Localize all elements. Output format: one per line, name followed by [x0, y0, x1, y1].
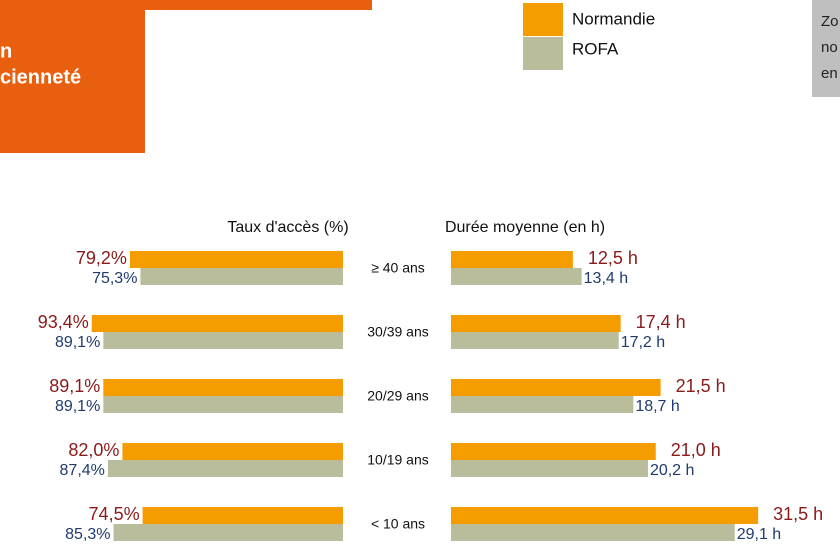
- value-label: 89,1%: [55, 398, 100, 415]
- bar: [451, 396, 634, 413]
- bar: [140, 268, 343, 285]
- value-label: 89,1%: [49, 376, 100, 396]
- note-line: en: [821, 65, 838, 82]
- legend-label: ROFA: [572, 39, 619, 58]
- title-line: cienneté: [0, 66, 81, 88]
- bar: [107, 460, 343, 477]
- value-label: 79,2%: [76, 248, 127, 268]
- category-label: 10/19 ans: [367, 452, 429, 468]
- bar: [122, 443, 343, 460]
- bar: [103, 332, 343, 349]
- bar: [451, 332, 619, 349]
- value-label: 74,5%: [89, 504, 140, 524]
- value-label: 20,2 h: [650, 462, 694, 479]
- category-label: ≥ 40 ans: [371, 260, 425, 276]
- legend-swatch: [523, 3, 563, 36]
- value-label: 21,0 h: [671, 440, 721, 460]
- bar: [103, 379, 343, 396]
- value-label: 85,3%: [65, 526, 110, 543]
- bar: [451, 524, 735, 541]
- value-label: 87,4%: [60, 462, 105, 479]
- note-box: [812, 0, 840, 97]
- note-line: no: [821, 39, 838, 56]
- title-line: n: [0, 40, 12, 62]
- bar: [451, 251, 573, 268]
- note-line: Zo: [821, 13, 839, 30]
- bar: [451, 315, 621, 332]
- value-label: 17,4 h: [636, 312, 686, 332]
- value-label: 75,3%: [92, 270, 137, 287]
- bar: [142, 507, 343, 524]
- bar: [451, 268, 582, 285]
- value-label: 29,1 h: [737, 526, 781, 543]
- chart-title: Durée moyenne (en h): [445, 219, 605, 236]
- value-label: 89,1%: [55, 334, 100, 351]
- bar: [451, 443, 656, 460]
- value-label: 13,4 h: [584, 270, 628, 287]
- bar: [129, 251, 343, 268]
- bar: [91, 315, 343, 332]
- chart-title: Taux d'accès (%): [227, 219, 348, 236]
- title-rule: [145, 0, 372, 10]
- value-label: 31,5 h: [773, 504, 823, 524]
- category-label: < 10 ans: [371, 516, 425, 532]
- value-label: 21,5 h: [676, 376, 726, 396]
- bar: [451, 507, 759, 524]
- bar: [103, 396, 343, 413]
- value-label: 82,0%: [68, 440, 119, 460]
- value-label: 12,5 h: [588, 248, 638, 268]
- value-label: 93,4%: [38, 312, 89, 332]
- category-label: 30/39 ans: [367, 324, 429, 340]
- title-block: [0, 0, 145, 153]
- bar: [451, 379, 661, 396]
- category-label: 20/29 ans: [367, 388, 429, 404]
- legend-swatch: [523, 37, 563, 70]
- value-label: 17,2 h: [621, 334, 665, 351]
- value-label: 18,7 h: [635, 398, 679, 415]
- legend-label: Normandie: [572, 9, 655, 28]
- bar: [451, 460, 648, 477]
- bar: [113, 524, 343, 541]
